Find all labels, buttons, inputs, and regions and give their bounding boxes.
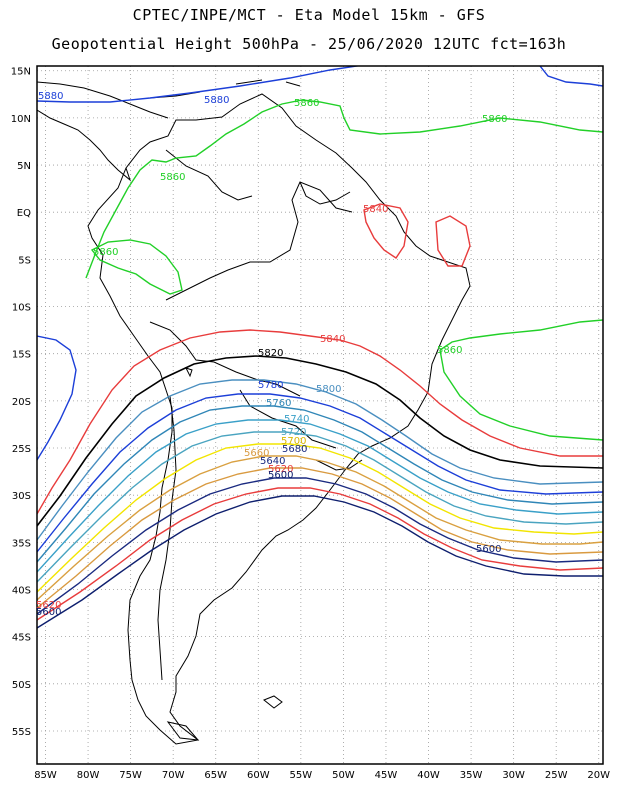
label-5700: 5700 <box>281 436 306 447</box>
lon-tick-label: 80W <box>77 770 100 781</box>
coastlines <box>37 79 471 745</box>
lon-tick-label: 45W <box>375 770 398 781</box>
label-5880-b: 5880 <box>204 95 229 106</box>
central-america-north <box>37 81 169 119</box>
lat-tick-label: 25S <box>12 444 31 455</box>
contours <box>37 66 603 629</box>
contour-5680 <box>37 455 603 601</box>
lon-tick-label: 25W <box>545 770 568 781</box>
lon-tick-label: 35W <box>460 770 483 781</box>
lon-tick-label: 85W <box>34 770 57 781</box>
contour-5720 <box>37 431 603 583</box>
lat-tick-label: EQ <box>17 208 31 219</box>
tierra-del-fuego <box>166 721 200 741</box>
border-peru-bolivia <box>149 321 301 397</box>
contour-5600 <box>37 495 603 629</box>
lon-tick-label: 40W <box>417 770 440 781</box>
contour-5780 <box>37 393 603 553</box>
label-5820: 5820 <box>258 348 283 359</box>
lon-tick-label: 30W <box>502 770 525 781</box>
label-5600-b: 5600 <box>476 544 501 555</box>
map-frame <box>36 65 604 765</box>
lon-tick-label: 20W <box>587 770 610 781</box>
border-uruguay <box>315 459 363 471</box>
label-5600-c: 5600 <box>36 607 61 618</box>
label-5740: 5740 <box>284 414 309 425</box>
lat-tick-label: 40S <box>12 586 31 597</box>
border-argentina-chile <box>157 395 177 681</box>
contour-5660 <box>37 467 603 609</box>
lat-tick-label: 35S <box>12 538 31 549</box>
axis-ticks: 85W 80W 75W 70W 65W 60W 55W 50W 45W 40W 35W 30W 25W 2… <box>11 67 610 781</box>
lon-tick-label: 65W <box>204 770 227 781</box>
lat-tick-label: 50S <box>12 680 31 691</box>
contour-5760 <box>37 405 603 563</box>
contour-5860-east <box>439 319 603 441</box>
label-5860-c: 5860 <box>160 172 185 183</box>
label-5860-d: 5860 <box>93 247 118 258</box>
contour-5880-ne <box>539 66 603 87</box>
contour-5880-west <box>37 335 77 461</box>
label-5660: 5660 <box>244 448 269 459</box>
central-america-coast <box>37 109 132 182</box>
contour-5700 <box>37 443 603 593</box>
lat-tick-label: 5N <box>17 161 31 172</box>
border-venezuela-colombia <box>165 149 253 201</box>
lat-tick-label: 10N <box>11 114 31 125</box>
contour-5640 <box>37 477 603 615</box>
contour-5860-inner <box>90 239 183 295</box>
border-brazil-west <box>165 181 353 301</box>
contour-5740 <box>37 419 603 573</box>
contour-labels: 5880 5880 5860 5860 5860 5860 5860 5840 … <box>36 91 507 618</box>
lon-tick-label: 75W <box>119 770 142 781</box>
grid-lines <box>37 66 603 764</box>
label-5860-a: 5860 <box>294 98 319 109</box>
falklands <box>263 695 283 709</box>
lat-tick-label: 45S <box>12 633 31 644</box>
label-5720: 5720 <box>281 427 306 438</box>
label-5600-a: 5600 <box>268 470 293 481</box>
contour-5620 <box>37 487 603 621</box>
label-5780: 5780 <box>258 380 283 391</box>
border-bolivia-para <box>239 389 337 449</box>
lat-tick-label: 10S <box>12 303 31 314</box>
lon-tick-label: 55W <box>290 770 313 781</box>
label-5860-b: 5860 <box>482 114 507 125</box>
lon-tick-label: 50W <box>332 770 355 781</box>
label-5640: 5640 <box>260 456 285 467</box>
lon-tick-label: 60W <box>247 770 270 781</box>
label-5860-e: 5860 <box>437 345 462 356</box>
lake-titicaca <box>185 367 193 378</box>
lat-tick-label: 5S <box>18 255 31 266</box>
label-5800: 5800 <box>316 384 341 395</box>
contour-5860-north <box>85 99 603 279</box>
label-5840-b: 5840 <box>320 334 345 345</box>
contour-5840-ne-blob <box>363 203 471 267</box>
label-5840-a: 5840 <box>363 204 388 215</box>
lat-tick-label: 55S <box>12 727 31 738</box>
lat-tick-label: 30S <box>12 491 31 502</box>
title-line-1: CPTEC/INPE/MCT - Eta Model 15km - GFS <box>132 6 486 24</box>
south-america-coast <box>87 93 471 745</box>
contour-5840-main <box>37 329 603 515</box>
lat-tick-label: 15N <box>11 67 31 78</box>
contour-5800 <box>37 379 603 541</box>
contour-5820 <box>37 355 603 527</box>
lon-tick-label: 70W <box>162 770 185 781</box>
contour-5880-north <box>37 66 362 103</box>
label-5620-b: 5620 <box>36 600 61 611</box>
label-5760: 5760 <box>266 398 291 409</box>
label-5620-a: 5620 <box>268 464 293 475</box>
border-guianas <box>299 181 351 205</box>
label-5880-a: 5880 <box>38 91 63 102</box>
lat-tick-label: 20S <box>12 397 31 408</box>
title-line-2: Geopotential Height 500hPa - 25/06/2020 … <box>51 35 567 53</box>
label-5680: 5680 <box>282 444 307 455</box>
lat-tick-label: 15S <box>12 350 31 361</box>
